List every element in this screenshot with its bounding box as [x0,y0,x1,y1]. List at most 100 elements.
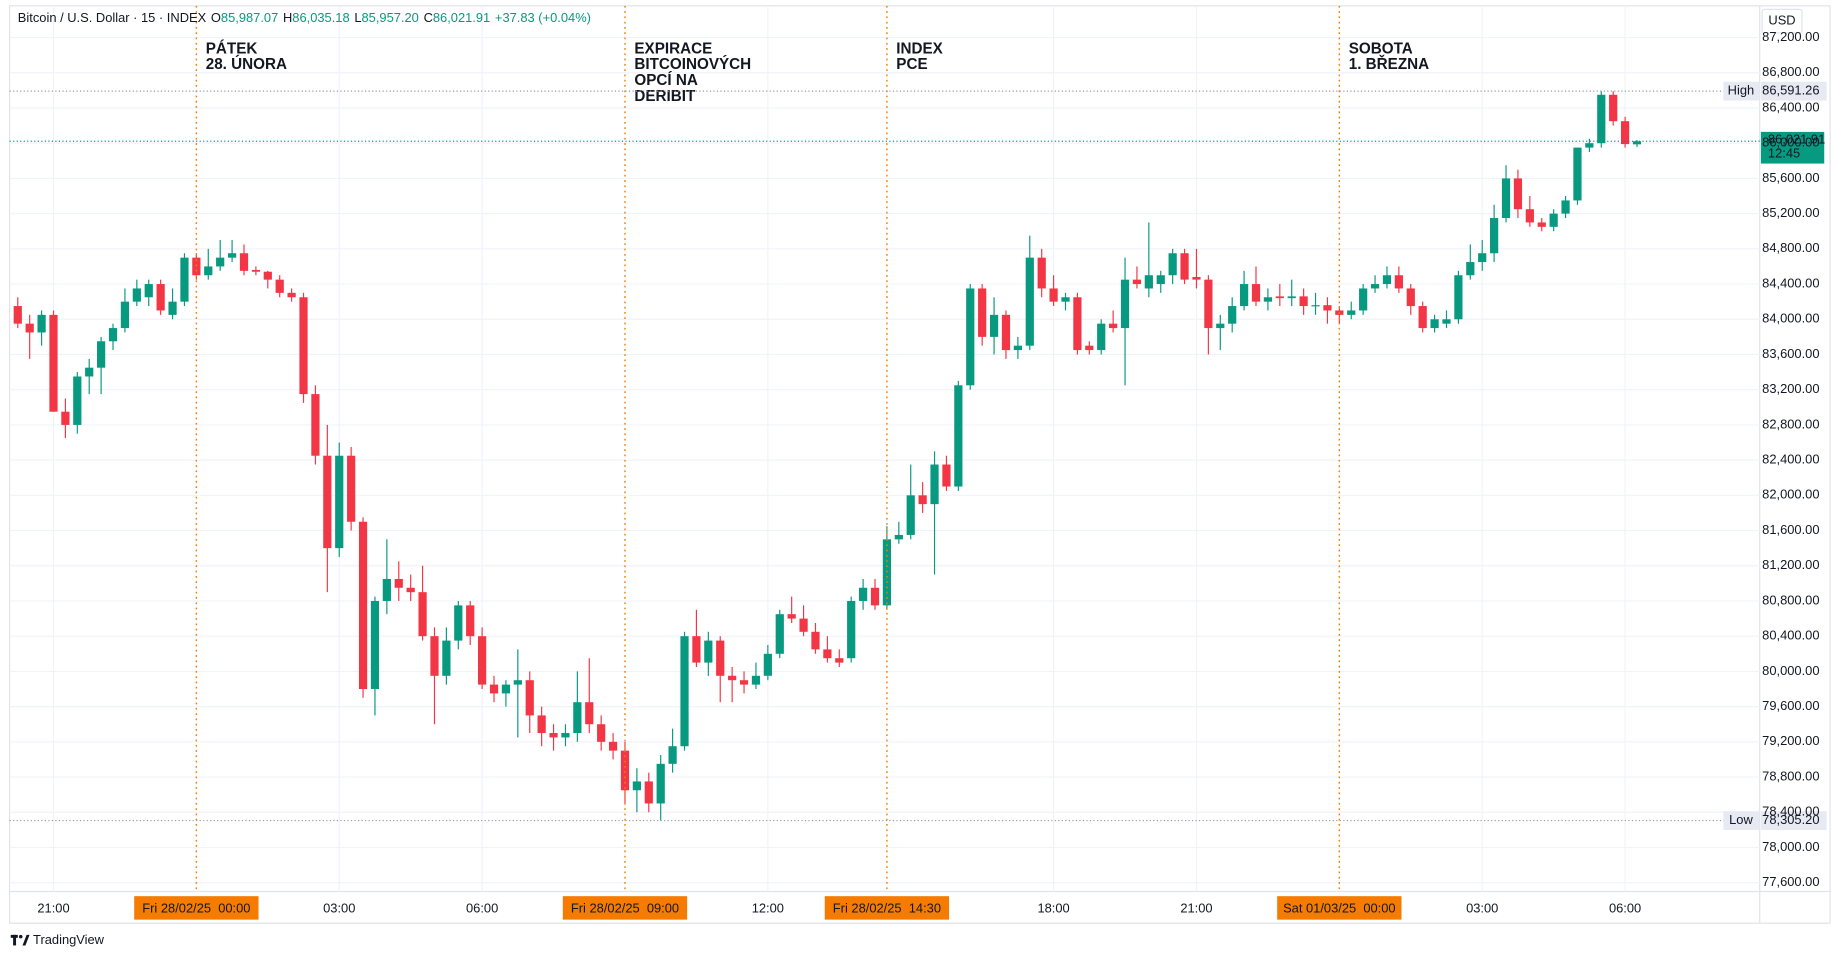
candle-body [1370,284,1380,289]
candle-body [1251,284,1261,302]
candle-body [644,781,653,804]
candle-body [1573,147,1582,201]
candle-body [632,781,641,791]
candle-body [1549,213,1558,227]
candle-body [1585,143,1594,148]
candle-body [227,253,237,258]
candle-body [680,636,689,747]
candle-body [823,649,832,659]
high-name-box [1723,81,1760,101]
candle-body [954,385,963,487]
candle-body [120,301,130,329]
candle-body [13,306,22,324]
candle-body [287,292,296,298]
y-tick-label: 79,600.00 [1762,698,1819,713]
candle-body [1097,323,1106,351]
candle-body [1442,319,1451,324]
candle-body [870,587,880,606]
candle-body [1287,296,1296,299]
y-tick-label: 81,600.00 [1762,522,1819,537]
candle-body [1430,319,1439,329]
x-tick-label: Fri 28/02/25 00:00 [142,900,250,915]
candle-body [168,301,177,315]
y-tick-label: 83,600.00 [1762,346,1819,361]
candle-body [192,257,201,276]
candle-body [835,658,844,663]
candle-body [1478,253,1487,263]
y-tick-label: 84,000.00 [1762,311,1819,326]
event-time-box [562,896,688,920]
event-annotation: PÁTEK [206,40,258,57]
countdown: 12:45 [1768,146,1800,161]
candle-body [549,733,558,738]
x-tick-label: 21:00 [1180,900,1212,915]
candle-body [537,715,546,734]
y-tick-label: 78,400.00 [1762,804,1819,819]
last-price: 86,021.91 [1768,132,1825,147]
currency[interactable]: USD [1768,13,1795,28]
candle-body [180,257,189,302]
candle-body [1228,306,1237,324]
candle-body [728,675,737,681]
ohlc-value: 85,987.07 [221,10,278,25]
candle-body [311,394,320,456]
candle-body [1359,288,1368,311]
candle-body [1120,279,1130,329]
candle-body [370,600,380,690]
candle-body [573,702,582,734]
event-annotation: 1. BŘEZNA [1349,55,1429,73]
candle-body [1109,323,1118,329]
event-time-box [824,896,950,920]
event-annotation: PCE [896,56,927,73]
ohlc-value: 86,021.91 [433,10,490,25]
event-annotation: BITCOINOVÝCH [634,55,751,73]
high-value-box [1760,81,1827,101]
candle-body [1597,94,1606,144]
candle-body [1537,222,1546,227]
candle-body [930,464,939,505]
candle-body [1347,310,1356,315]
frame [9,5,1831,924]
candle-body [692,636,701,663]
y-tick-label: 86,800.00 [1762,64,1819,79]
change: +37.83 (+0.04%) [495,10,591,25]
candle-body [525,680,534,716]
legend-ohlc: Bitcoin / U.S. Dollar · 15 · INDEX O85,98… [18,10,591,25]
y-tick-label: 86,400.00 [1762,99,1819,114]
candle-body [144,284,153,298]
candle-body [1073,297,1082,351]
candle-body [1466,262,1475,276]
candle-body [85,367,94,377]
event-time-box [134,896,259,920]
candle-body [49,314,58,412]
high-value: 86,591.26 [1762,83,1819,98]
low-value-box [1760,811,1827,830]
candle-body [1418,306,1427,329]
y-tick-label: 80,400.00 [1762,628,1819,643]
candle-body [1299,296,1308,307]
x-tick-label: 06:00 [1609,900,1641,915]
y-tick-label: 81,200.00 [1762,557,1819,572]
candle-body [1025,257,1034,346]
brand-logo [10,934,30,946]
y-tick-label: 78,000.00 [1762,839,1819,854]
candle-body [156,284,165,311]
candle-body [1192,277,1201,280]
x-tick-label: Fri 28/02/25 14:30 [833,900,941,915]
candle-body [1001,314,1011,351]
candle-body [132,288,141,302]
candle-body [704,640,713,663]
candle-body [239,253,249,271]
y-tick-label: 80,800.00 [1762,592,1819,607]
symbol: Bitcoin / U.S. Dollar · 15 · INDEX [18,10,207,25]
candle-body [501,684,511,694]
candle-body [1204,279,1213,329]
high-name: High [1728,83,1755,98]
candle-body [1216,323,1225,329]
y-tick-label: 82,800.00 [1762,416,1819,431]
currency-box[interactable] [1761,8,1803,34]
y-tick-label: 80,000.00 [1762,663,1819,678]
candle-body [1501,178,1511,219]
x-tick-label: 18:00 [1037,900,1069,915]
low-name-box [1723,811,1760,830]
